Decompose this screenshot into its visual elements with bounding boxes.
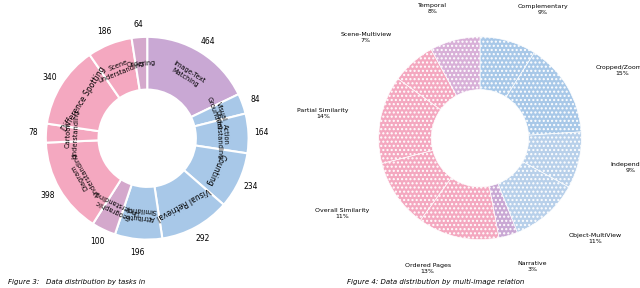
Text: Cropped/Zoomed
15%: Cropped/Zoomed 15% [595,65,640,75]
Wedge shape [431,37,480,96]
Text: 398: 398 [41,191,55,200]
Text: Action
Understanding: Action Understanding [214,110,230,160]
Wedge shape [195,113,248,154]
Text: Cartoon
Understanding: Cartoon Understanding [65,109,80,160]
Wedge shape [398,50,456,110]
Text: 164: 164 [254,128,269,137]
Text: 196: 196 [130,248,145,257]
Wedge shape [523,132,581,187]
Text: Complementary
9%: Complementary 9% [517,4,568,15]
Text: Ordering: Ordering [127,59,156,68]
Wedge shape [379,79,440,164]
Text: 292: 292 [195,234,209,243]
Wedge shape [506,53,581,135]
Text: Narrative
3%: Narrative 3% [517,261,547,272]
Wedge shape [480,37,534,97]
Text: Object-MultiView
11%: Object-MultiView 11% [568,233,621,244]
Wedge shape [147,37,239,117]
Text: 84: 84 [250,95,260,104]
Wedge shape [489,183,517,238]
Text: Visual Retrieval: Visual Retrieval [155,185,212,222]
Text: Independent
9%: Independent 9% [611,162,640,173]
Text: Temporal
8%: Temporal 8% [418,3,447,14]
Wedge shape [115,184,163,240]
Text: Overall Similarity
11%: Overall Similarity 11% [315,208,369,219]
Text: 78: 78 [28,128,38,137]
Wedge shape [47,55,120,131]
Text: 234: 234 [244,182,259,191]
Text: Ordered Pages
13%: Ordered Pages 13% [404,264,451,274]
Text: Diagram
Understanding: Diagram Understanding [64,151,100,200]
Wedge shape [191,94,246,126]
Text: 186: 186 [97,27,112,36]
Text: Scene-Multiview
7%: Scene-Multiview 7% [340,33,392,43]
Text: Figure 4: Data distribution by multi-image relation: Figure 4: Data distribution by multi-ima… [346,279,524,285]
Wedge shape [382,150,451,220]
Text: Difference Spotting: Difference Spotting [60,65,107,133]
Wedge shape [90,38,140,98]
Text: Visual
Grounding: Visual Grounding [205,94,230,131]
Text: 340: 340 [43,73,57,82]
Wedge shape [46,124,99,143]
Text: 100: 100 [91,237,105,246]
Text: 64: 64 [134,20,143,29]
Text: Figure 3:   Data distribution by tasks in: Figure 3: Data distribution by tasks in [8,279,145,285]
Wedge shape [154,170,224,238]
Text: Scene
Understanding: Scene Understanding [94,53,145,84]
Wedge shape [132,37,147,90]
Text: Image-Text
Matching: Image-Text Matching [168,60,206,90]
Wedge shape [184,145,248,205]
Text: Geographic
Understanding: Geographic Understanding [90,190,140,222]
Text: Partial Similarity
14%: Partial Similarity 14% [297,108,349,119]
Text: Attribute
Similarity: Attribute Similarity [124,205,157,221]
Text: Counting: Counting [204,152,227,187]
Wedge shape [420,178,499,240]
Text: 464: 464 [201,37,216,46]
Wedge shape [93,179,132,234]
Wedge shape [46,140,121,224]
Wedge shape [498,162,569,232]
